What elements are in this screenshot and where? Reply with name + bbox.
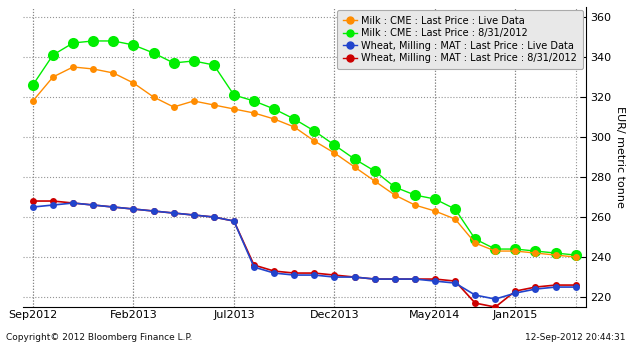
Text: 12-Sep-2012 20:44:31: 12-Sep-2012 20:44:31 xyxy=(525,333,626,342)
Legend: Milk : CME : Last Price : Live Data, Milk : CME : Last Price : 8/31/2012, Wheat,: Milk : CME : Last Price : Live Data, Mil… xyxy=(337,10,583,69)
Text: Copyright© 2012 Bloomberg Finance L.P.: Copyright© 2012 Bloomberg Finance L.P. xyxy=(6,333,193,342)
Y-axis label: EUR/ metric tonne: EUR/ metric tonne xyxy=(615,106,625,208)
